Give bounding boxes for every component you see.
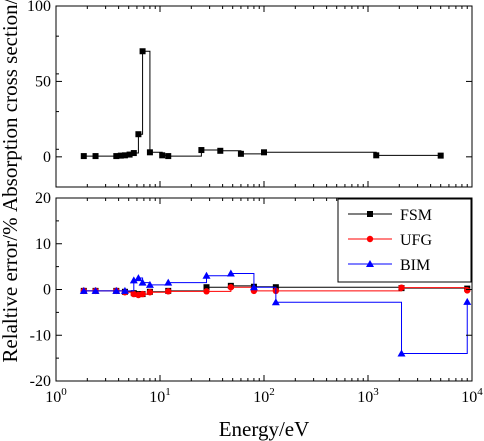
bottom-series-2-point — [79, 286, 88, 294]
bottom-series-2-point — [134, 274, 143, 282]
legend: FSM UFG BIM — [337, 198, 472, 283]
bottom-series-1-point — [139, 290, 146, 298]
top-series-0-point — [117, 152, 124, 159]
bottom-y-axis-title: Relaltive error/% — [0, 217, 22, 362]
top-series-0-point — [121, 152, 128, 159]
top-y-axis-title: Absorption cross section/b — [0, 0, 22, 212]
x-tick-label: 102 — [253, 386, 275, 406]
top-series-0-point — [92, 153, 99, 160]
legend-label-2: BIM — [400, 257, 430, 274]
bottom-series-2-point — [463, 297, 472, 305]
bottom-panel: -20 -10 0 10 20 100 101 102 103 104 FSM UFG BIM — [30, 190, 484, 406]
legend-label-1: UFG — [400, 232, 432, 249]
bottom-y-tick-label: -10 — [30, 327, 51, 344]
bottom-panel-series — [79, 269, 472, 357]
top-series-0-point — [146, 149, 153, 156]
top-y-tick-label: 100 — [27, 0, 51, 15]
x-tick-label: 103 — [357, 386, 379, 406]
bottom-y-tick-label: 20 — [35, 190, 51, 207]
bottom-series-2-point — [145, 280, 154, 288]
bottom-series-2-point — [226, 269, 235, 277]
bottom-series-2-point — [397, 349, 406, 357]
top-series-0-point — [126, 151, 133, 158]
bottom-series-2-point — [164, 278, 173, 286]
top-y-tick-label: 50 — [35, 73, 51, 90]
bottom-series-0-point — [203, 284, 210, 291]
bottom-series-1-point — [398, 284, 405, 291]
top-series-0-point — [437, 152, 444, 159]
bottom-series-1-point — [146, 289, 154, 296]
bottom-series-1-point — [464, 287, 471, 294]
legend-label-0: FSM — [400, 207, 432, 224]
top-series-0-point — [139, 48, 146, 55]
bottom-series-2-point — [129, 276, 138, 284]
bottom-series-1-point — [203, 288, 210, 295]
top-y-tick-label: 0 — [43, 149, 51, 166]
bottom-series-1-point — [227, 284, 235, 291]
legend-marker-2 — [366, 260, 374, 267]
top-series-0-point — [80, 153, 87, 160]
top-series-0-point — [217, 147, 224, 154]
x-tick-label: 104 — [461, 386, 483, 406]
bottom-series-2-point — [202, 271, 211, 279]
bottom-series-2-point — [91, 286, 100, 294]
top-series-0-point — [165, 153, 172, 160]
x-axis-title: Energy/eV — [219, 417, 310, 441]
bottom-series-2-point — [271, 298, 280, 306]
bottom-series-2-point — [138, 278, 147, 286]
top-panel-series — [80, 48, 444, 160]
top-series-0-point — [135, 131, 142, 138]
legend-items: FSM UFG BIM — [348, 207, 432, 274]
bottom-series-1-point — [165, 288, 172, 295]
bottom-panel-frame — [55, 197, 473, 382]
top-panel-ticks: 0 50 100 — [27, 0, 473, 188]
bottom-y-tick-label: 0 — [43, 282, 51, 299]
top-series-0-point — [113, 153, 120, 160]
bottom-y-tick-label: -20 — [30, 373, 51, 390]
legend-marker-0 — [367, 211, 373, 217]
top-series-0-point — [130, 150, 137, 157]
top-series-0-point — [261, 149, 267, 156]
legend-box — [337, 198, 472, 283]
bottom-y-tick-label: 10 — [35, 236, 51, 253]
bottom-series-2-point — [120, 286, 129, 294]
top-series-0-point — [198, 147, 205, 154]
top-series-0-point — [373, 152, 380, 159]
bottom-series-2-point — [112, 286, 121, 294]
bottom-series-2-point — [249, 283, 258, 291]
x-tick-label: 100 — [45, 386, 67, 406]
top-series-0-point — [159, 152, 166, 159]
legend-marker-1 — [366, 235, 374, 243]
x-tick-label: 101 — [149, 386, 171, 406]
top-panel-frame — [55, 5, 473, 188]
top-panel: 0 50 100 — [27, 0, 473, 188]
top-series-0-point — [237, 150, 244, 157]
top-series-0-line — [83, 50, 442, 157]
